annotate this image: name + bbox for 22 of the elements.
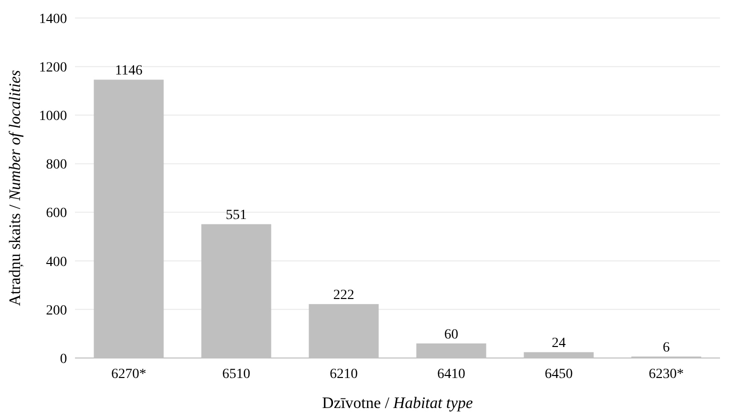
data-label: 551 — [226, 208, 247, 224]
data-label: 222 — [333, 288, 354, 304]
x-tick-label: 6230* — [648, 367, 684, 382]
x-tick-label: 6210 — [330, 367, 358, 382]
y-tick-label: 1400 — [39, 12, 67, 27]
y-tick-label: 800 — [46, 158, 67, 173]
y-tick-label: 1200 — [39, 60, 67, 76]
y-axis-title: Atradņu skaits / Number of localities — [7, 70, 24, 306]
data-label: 24 — [552, 336, 566, 352]
y-tick-label: 400 — [46, 254, 67, 270]
x-tick-label: 6510 — [222, 367, 250, 382]
y-tick-label: 1000 — [39, 109, 67, 124]
y-tick-label: 200 — [46, 303, 67, 318]
x-tick-label: 6410 — [437, 367, 466, 382]
x-tick-label: 6270* — [111, 367, 146, 382]
data-label: 60 — [444, 327, 458, 342]
data-label: 1146 — [115, 64, 142, 79]
x-axis-title: Dzīvotne / Habitat type — [322, 395, 473, 412]
data-label: 6 — [662, 340, 670, 356]
y-tick-label: 600 — [46, 206, 67, 222]
y-tick-label: 0 — [60, 352, 67, 367]
x-tick-label: 6450 — [544, 367, 573, 382]
